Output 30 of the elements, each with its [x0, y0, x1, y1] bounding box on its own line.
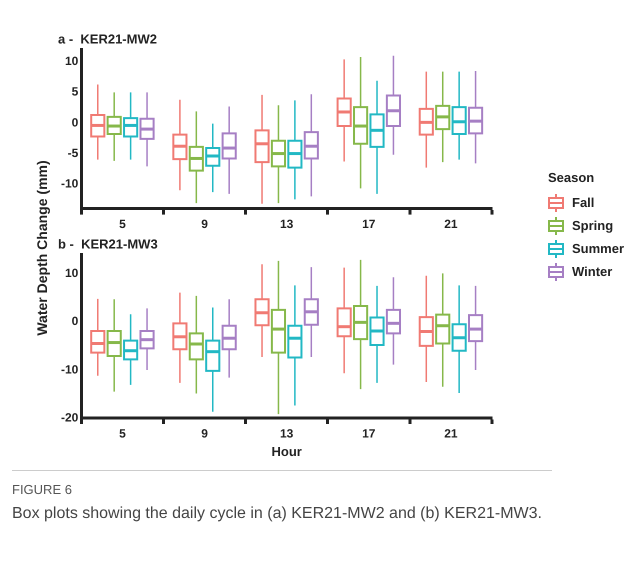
x-tick-label: 13 [280, 426, 294, 441]
y-tick-label: 0 [72, 115, 79, 130]
x-tick-label: 17 [362, 217, 376, 232]
text: Box plots showing the daily cycle in (a) KER21-MW2 and (b) KER21-MW3. [12, 504, 543, 524]
y-tick-label: -10 [61, 176, 79, 190]
x-tick-label: 9 [201, 217, 208, 232]
y-tick-label: 0 [72, 314, 79, 328]
y-axis-title: Water Depth Change (mm) [34, 160, 50, 336]
legend-label: Winter [572, 264, 612, 279]
legend-title: Season [548, 170, 596, 185]
y-tick-label: -5 [68, 146, 79, 160]
x-tick-label: 13 [280, 217, 294, 232]
legend-label: Spring [572, 218, 614, 233]
x-tick-label: 21 [444, 217, 458, 232]
chart-title: b - KER21-MW3 [58, 236, 158, 252]
chart-title: a - KER21-MW2 [58, 31, 157, 46]
x-tick-label: 5 [119, 426, 126, 441]
y-tick-label: -10 [61, 362, 79, 376]
legend-label: Summer [572, 241, 624, 256]
y-tick-label: 5 [72, 84, 79, 99]
x-tick-label: 9 [201, 426, 208, 441]
y-tick-label: 10 [64, 266, 79, 280]
x-axis-title: Hour [272, 444, 302, 459]
x-tick-label: 17 [362, 426, 376, 441]
caption: FIGURE 6 [12, 481, 73, 499]
x-tick-label: 21 [444, 426, 458, 441]
y-tick-label: 10 [64, 54, 79, 68]
legend-label: Fall [572, 195, 594, 210]
y-tick-label: -20 [61, 410, 79, 424]
x-tick-label: 5 [119, 217, 126, 232]
